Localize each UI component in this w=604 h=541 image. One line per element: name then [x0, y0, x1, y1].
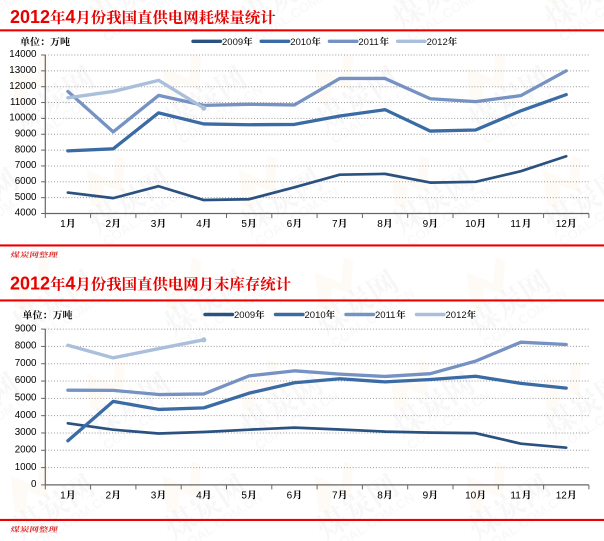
svg-text:11000: 11000 [10, 97, 37, 108]
svg-text:6: 6 [287, 219, 293, 230]
svg-text:2009: 2009 [234, 310, 255, 321]
svg-text:4: 4 [65, 7, 75, 27]
svg-text:9000: 9000 [15, 323, 37, 334]
svg-text:2: 2 [105, 219, 111, 230]
svg-text:5000: 5000 [15, 192, 37, 203]
svg-text:8000: 8000 [15, 144, 37, 155]
svg-text:1: 1 [60, 219, 66, 230]
svg-text:13000: 13000 [9, 65, 37, 76]
svg-text:4000: 4000 [15, 410, 37, 421]
svg-text:2012: 2012 [10, 7, 50, 27]
svg-text:5000: 5000 [15, 393, 37, 404]
svg-text:2012: 2012 [446, 310, 467, 321]
svg-text:2011: 2011 [375, 310, 395, 321]
svg-text:4000: 4000 [15, 208, 37, 219]
svg-text:6000: 6000 [15, 176, 37, 187]
svg-text:9: 9 [423, 219, 429, 230]
svg-text:12: 12 [556, 219, 568, 230]
svg-text:2000: 2000 [15, 444, 37, 455]
svg-text:10000: 10000 [9, 113, 37, 124]
svg-text:11: 11 [510, 490, 521, 501]
svg-text:2012: 2012 [427, 37, 448, 48]
svg-text:6: 6 [287, 490, 293, 501]
svg-text:10: 10 [465, 219, 477, 230]
svg-text:7: 7 [332, 490, 338, 501]
svg-text:1000: 1000 [15, 462, 37, 473]
svg-text:1: 1 [60, 490, 66, 501]
svg-text:7: 7 [332, 219, 338, 230]
svg-text:9: 9 [423, 490, 429, 501]
svg-text:6000: 6000 [15, 375, 37, 386]
svg-text:2010: 2010 [290, 37, 311, 48]
svg-text:2011: 2011 [358, 37, 378, 48]
svg-text:0: 0 [31, 479, 37, 490]
svg-text:7000: 7000 [15, 160, 37, 171]
svg-text:11: 11 [510, 219, 521, 230]
svg-text:9000: 9000 [15, 128, 37, 139]
svg-text:7000: 7000 [15, 358, 37, 369]
svg-text:12000: 12000 [9, 81, 37, 92]
svg-text:2: 2 [105, 490, 111, 501]
svg-text:3: 3 [151, 219, 157, 230]
svg-text:3: 3 [151, 490, 157, 501]
svg-text:2010: 2010 [305, 310, 326, 321]
svg-text:4: 4 [196, 490, 202, 501]
svg-text:5: 5 [241, 219, 247, 230]
svg-text:4: 4 [196, 219, 202, 230]
svg-text:12: 12 [556, 490, 568, 501]
svg-text:8: 8 [377, 219, 383, 230]
svg-text:10: 10 [465, 490, 477, 501]
svg-text:2012: 2012 [10, 274, 50, 294]
svg-text:3000: 3000 [15, 427, 37, 438]
svg-text:5: 5 [241, 490, 247, 501]
svg-text:8000: 8000 [15, 341, 37, 352]
svg-text:14000: 14000 [9, 49, 37, 60]
svg-text:8: 8 [377, 490, 383, 501]
svg-text:4: 4 [65, 274, 75, 294]
svg-text:2009: 2009 [222, 37, 243, 48]
